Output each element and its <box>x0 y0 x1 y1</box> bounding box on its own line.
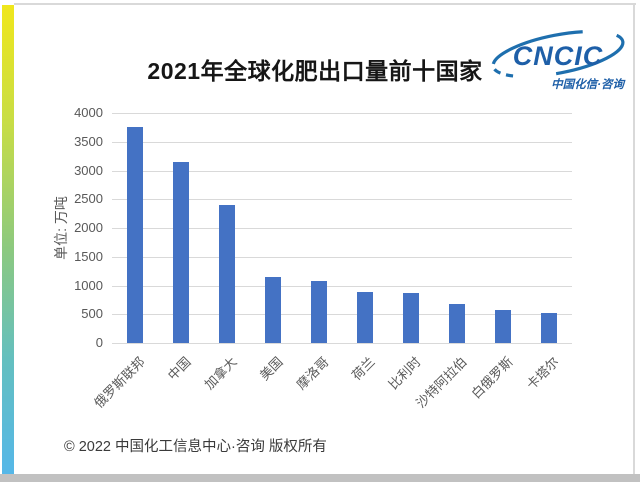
accent-gradient-bar <box>2 5 14 474</box>
x-label-cell: 摩洛哥 <box>294 343 342 443</box>
bar-6 <box>357 291 373 343</box>
y-tick-label-4000: 4000 <box>74 105 103 120</box>
y-tick-label-0: 0 <box>95 335 103 350</box>
y-axis-title: 单位: 万吨 <box>53 196 69 260</box>
x-axis-label-3: 加拿大 <box>201 354 240 393</box>
chart-title: 2021年全球化肥出口量前十国家 <box>147 58 483 84</box>
top-border-line <box>14 3 636 5</box>
bars <box>112 113 572 343</box>
x-axis-label-6: 荷兰 <box>348 354 378 384</box>
x-label-cell: 卡塔尔 <box>524 343 572 443</box>
bar-cell <box>250 113 296 343</box>
bar-cell <box>342 113 388 343</box>
bar-2 <box>173 161 189 343</box>
copyright-text: © 2022 中国化工信息中心·咨询 版权所有 <box>64 439 327 455</box>
right-border-line <box>633 3 635 474</box>
y-tick-label-2000: 2000 <box>74 220 103 235</box>
bar-5 <box>311 281 327 343</box>
bar-7 <box>403 292 419 343</box>
logo-tagline: 中国化信·咨询 <box>551 78 626 91</box>
bar-cell <box>388 113 434 343</box>
x-label-cell: 美国 <box>250 343 296 443</box>
bar-1 <box>127 127 143 343</box>
bar-cell <box>204 113 250 343</box>
bar-cell <box>112 113 158 343</box>
gridline-500 <box>112 314 572 316</box>
bar-8 <box>449 304 465 343</box>
gridline-0 <box>112 343 572 344</box>
bar-3 <box>219 205 235 343</box>
y-tick-label-1500: 1500 <box>74 248 103 264</box>
logo-swoosh-icon <box>491 29 625 79</box>
x-label-cell: 俄罗斯联邦 <box>91 343 158 443</box>
y-axis-title-box: 单位: 万吨 <box>50 113 72 343</box>
bar-cell <box>526 113 572 343</box>
bar-9 <box>495 309 511 343</box>
bar-cell <box>434 113 480 343</box>
bar-cell <box>158 113 204 343</box>
bar-10 <box>541 313 557 343</box>
x-axis-label-4: 美国 <box>256 354 286 384</box>
x-label-cell: 加拿大 <box>202 343 250 443</box>
y-tick-label-2500: 2500 <box>74 191 103 207</box>
bottom-border-bar <box>0 474 640 482</box>
y-tick-labels: 0 500 1000 1500 2000 2500 3000 3500 4000 <box>0 105 104 350</box>
plot-gridlines <box>112 113 572 344</box>
logo-text: CNCIC <box>513 41 604 71</box>
gridline-2500 <box>112 199 572 201</box>
bar-cell <box>296 113 342 343</box>
y-tick-label-3000: 3000 <box>74 162 103 178</box>
x-axis-label-10: 卡塔尔 <box>523 354 562 393</box>
x-axis-label-2: 中国 <box>164 354 194 384</box>
x-axis-label-1: 俄罗斯联邦 <box>91 354 148 411</box>
x-axis-label-5: 摩洛哥 <box>293 354 332 393</box>
x-label-cell: 白俄罗斯 <box>468 343 526 443</box>
y-tick-label-3500: 3500 <box>74 133 103 149</box>
y-tick-label-1000: 1000 <box>74 277 103 293</box>
gridline-3500 <box>112 141 572 143</box>
y-tick-label-500: 500 <box>81 306 103 322</box>
x-axis-labels: 俄罗斯联邦 中国 加拿大 美国 摩洛哥 荷兰 比利时 沙特阿拉伯 白俄罗斯 卡塔尔 <box>91 343 572 443</box>
gridline-3000 <box>112 170 572 172</box>
gridline-1000 <box>112 285 572 287</box>
bar-4 <box>265 276 281 343</box>
x-label-cell: 中国 <box>158 343 204 443</box>
bar-cell <box>480 113 526 343</box>
x-label-cell: 荷兰 <box>342 343 388 443</box>
x-axis-label-7: 比利时 <box>385 354 424 393</box>
cncic-logo: CNCIC 中国化信·咨询 <box>491 29 626 91</box>
gridline-2000 <box>112 228 572 229</box>
gridline-4000 <box>112 113 572 114</box>
gridline-1500 <box>112 256 572 258</box>
